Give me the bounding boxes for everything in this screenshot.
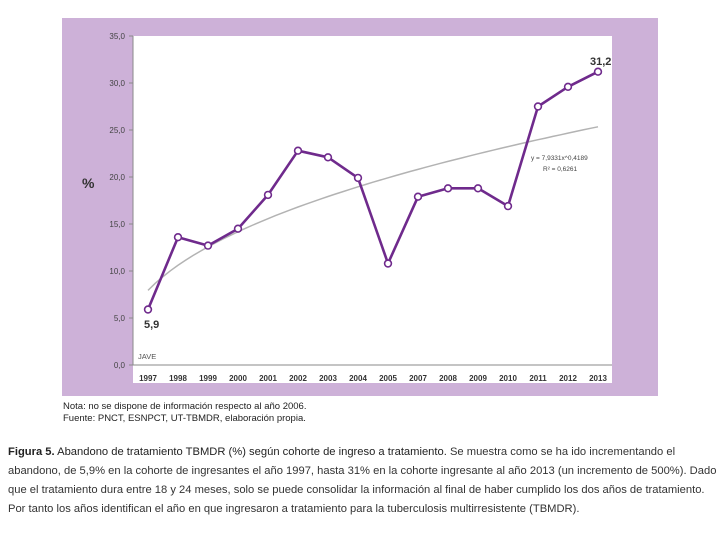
data-point — [503, 201, 513, 211]
caption-title: Abandono de tratamiento TBMDR (%) según … — [57, 446, 447, 458]
y-tick-label: 25,0 — [109, 126, 125, 135]
x-tick-label: 2011 — [529, 374, 547, 383]
data-label-first: 5,9 — [144, 319, 159, 331]
data-point — [473, 184, 483, 193]
x-tick-label: 2004 — [349, 374, 367, 383]
caption-label: Figura 5. — [8, 446, 55, 458]
figure-notes: Nota: no se dispone de información respe… — [63, 401, 306, 425]
data-point — [443, 184, 453, 193]
data-point — [353, 173, 363, 183]
x-tick-label: 2010 — [499, 374, 517, 383]
figure-frame: 0,0 5,0 10,0 15,0 20,0 25,0 30,0 35,0 1997 1998 1… — [62, 18, 658, 396]
data-point — [413, 192, 423, 201]
x-tick-label: 2005 — [379, 374, 397, 383]
trendline — [147, 126, 599, 291]
y-tick-label: 10,0 — [109, 267, 125, 276]
y-tick-label: 5,0 — [114, 314, 126, 323]
x-tick-label: 1998 — [169, 374, 187, 383]
note-line: Nota: no se dispone de información respe… — [63, 401, 307, 412]
y-tick-label: 20,0 — [109, 173, 125, 182]
series-line — [146, 70, 599, 310]
data-point — [293, 146, 303, 155]
chart: 0,05,010,015,020,025,030,035,0 1997 1998 1… — [82, 32, 612, 383]
caption-body: Se muestra como se ha ido incrementando … — [8, 446, 717, 515]
source-line: Fuente: PNCT, ESNPCT, UT-TBMDR, elaborac… — [63, 413, 306, 424]
x-tick-label: 2012 — [559, 374, 577, 383]
x-tick-label: 2000 — [229, 374, 247, 383]
x-tick-label: 2009 — [469, 374, 487, 383]
data-point — [143, 305, 153, 314]
x-tick-label: 2007 — [409, 374, 427, 383]
data-points — [143, 67, 603, 314]
x-tick-label: 2013 — [589, 374, 607, 383]
plot-area — [133, 36, 612, 383]
y-axis-label: % — [82, 175, 95, 191]
x-tick-label: 1999 — [199, 374, 217, 383]
data-point — [173, 233, 183, 242]
y-tick-label: 15,0 — [109, 220, 125, 229]
data-point — [233, 224, 243, 233]
y-tick-label: 35,0 — [109, 32, 125, 41]
x-tick-label: 2002 — [289, 374, 307, 383]
y-tick-label: 0,0 — [114, 361, 126, 370]
data-point — [563, 82, 573, 92]
data-point — [383, 259, 393, 268]
trendline-equation: y = 7,9331x^0,4189 — [531, 155, 588, 162]
trendline-r2: R² = 0,6261 — [543, 166, 578, 173]
data-point — [593, 67, 603, 76]
x-tick-label: 2001 — [259, 374, 277, 383]
x-axis-ticks: 1997 1998 1999 2000 2001 2002 2003 2004 2005 2007… — [139, 374, 607, 383]
data-point — [203, 241, 213, 250]
x-tick-label: 2008 — [439, 374, 457, 383]
data-label-last: 31,2 — [590, 56, 611, 68]
y-axis-ticks: 0,0 5,0 10,0 15,0 20,0 25,0 30,0 35,0 — [109, 32, 133, 370]
x-tick-label: 1997 — [139, 374, 157, 383]
y-tick-label: 30,0 — [109, 79, 125, 88]
figure-caption: Figura 5. Abandono de tratamiento TBMDR … — [8, 443, 720, 519]
watermark-text: JAVE — [138, 352, 156, 361]
x-tick-label: 2003 — [319, 374, 337, 383]
data-point — [263, 190, 273, 200]
data-point — [533, 102, 543, 111]
data-point — [323, 153, 333, 162]
